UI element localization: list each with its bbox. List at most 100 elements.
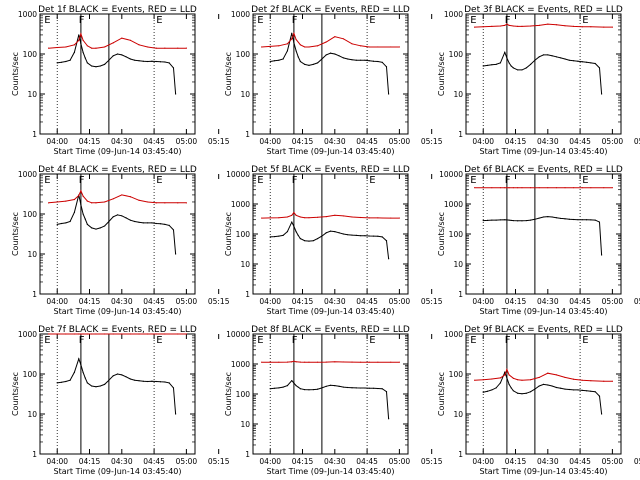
x-tick-label: 05:15: [208, 457, 230, 466]
data-point-events: [495, 63, 497, 65]
x-tick-label: 04:45: [356, 457, 378, 466]
data-point-lld: [573, 187, 575, 189]
data-point-events: [134, 59, 136, 61]
data-point-events: [542, 54, 545, 56]
data-point-lld: [316, 216, 319, 218]
data-point-events: [521, 69, 523, 71]
x-tick-label: 04:45: [569, 297, 591, 306]
data-point-events: [138, 60, 140, 62]
panel-title: Det 8f BLACK = Events, RED = LLD: [251, 325, 410, 335]
data-point-lld: [512, 377, 514, 379]
data-point-events: [512, 390, 514, 392]
data-point-lld: [564, 187, 566, 189]
data-point-events: [534, 218, 536, 220]
data-point-events: [351, 234, 353, 236]
data-point-events: [538, 217, 540, 219]
data-point-events: [168, 62, 170, 64]
series-line-events: [57, 357, 177, 415]
data-point-lld: [129, 196, 132, 198]
interval-marker-e: E: [369, 175, 375, 186]
data-point-lld: [295, 214, 297, 216]
data-point-lld: [155, 47, 157, 49]
data-point-events: [159, 61, 162, 63]
data-point-events: [342, 233, 345, 235]
data-point-events: [86, 62, 88, 64]
x-tick-label: 04:30: [324, 457, 346, 466]
data-point-events: [508, 62, 510, 64]
data-point-lld: [82, 39, 84, 41]
data-point-lld: [304, 361, 306, 363]
data-point-events: [517, 220, 519, 222]
data-point-lld: [73, 44, 76, 46]
data-point-events: [491, 389, 493, 391]
x-tick-label: 05:00: [389, 457, 411, 466]
data-point-events: [164, 61, 166, 63]
panel-title: Det 1f BLACK = Events, RED = LLD: [38, 5, 197, 15]
data-point-events: [510, 65, 512, 67]
data-point-events: [512, 219, 514, 222]
data-point-lld: [185, 202, 187, 204]
x-tick-label: 05:15: [634, 137, 640, 146]
data-point-events: [542, 383, 545, 385]
data-point-lld: [308, 217, 310, 219]
data-point-events: [108, 220, 110, 223]
data-point-events: [581, 389, 583, 391]
data-point-lld: [138, 199, 140, 201]
y-tick-label: 1: [458, 130, 463, 139]
y-tick-label: 1000: [18, 330, 37, 339]
data-point-events: [482, 65, 484, 67]
data-point-lld: [564, 376, 566, 379]
data-point-events: [347, 234, 349, 236]
data-point-events: [321, 235, 323, 237]
data-point-events: [159, 381, 162, 383]
data-point-events: [82, 371, 84, 373]
x-tick-label: 05:00: [176, 457, 198, 466]
data-point-events: [273, 387, 276, 389]
data-point-events: [385, 391, 388, 393]
data-point-events: [91, 385, 93, 387]
interval-marker-e: E: [257, 175, 263, 186]
data-point-events: [84, 57, 86, 59]
data-point-lld: [506, 23, 508, 25]
data-point-lld: [581, 379, 583, 381]
data-point-events: [80, 364, 82, 366]
data-point-events: [594, 391, 596, 393]
x-tick-label: 04:00: [472, 297, 494, 306]
data-point-lld: [291, 214, 293, 216]
data-point-lld: [547, 187, 549, 189]
x-tick-label: 04:15: [505, 457, 527, 466]
data-point-events: [368, 235, 370, 237]
interval-marker-e: E: [582, 175, 588, 186]
interval-marker-f: F: [292, 175, 298, 186]
data-point-lld: [506, 187, 508, 189]
x-tick-label: 05:00: [389, 297, 411, 306]
data-point-events: [121, 374, 123, 376]
data-point-events: [508, 383, 510, 385]
data-point-events: [504, 51, 506, 53]
data-point-lld: [581, 26, 583, 28]
data-point-events: [372, 60, 375, 62]
data-point-events: [577, 60, 579, 62]
data-point-events: [482, 391, 484, 393]
series-line-events: [483, 216, 603, 256]
data-point-events: [388, 418, 390, 420]
data-point-events: [560, 57, 562, 59]
data-point-events: [590, 219, 592, 221]
data-point-events: [538, 385, 540, 387]
data-point-lld: [185, 333, 187, 335]
data-point-events: [547, 216, 549, 218]
interval-marker-e: E: [44, 335, 50, 346]
plot-frame: [252, 13, 409, 135]
data-point-lld: [590, 187, 592, 189]
data-point-events: [316, 388, 319, 390]
data-point-events: [368, 387, 370, 389]
data-point-events: [525, 392, 527, 394]
data-point-events: [147, 222, 149, 224]
data-point-events: [517, 392, 519, 394]
x-tick-label: 04:15: [79, 457, 101, 466]
data-point-events: [534, 388, 536, 390]
data-point-events: [482, 219, 484, 222]
data-point-events: [304, 389, 306, 391]
data-point-events: [499, 62, 502, 64]
